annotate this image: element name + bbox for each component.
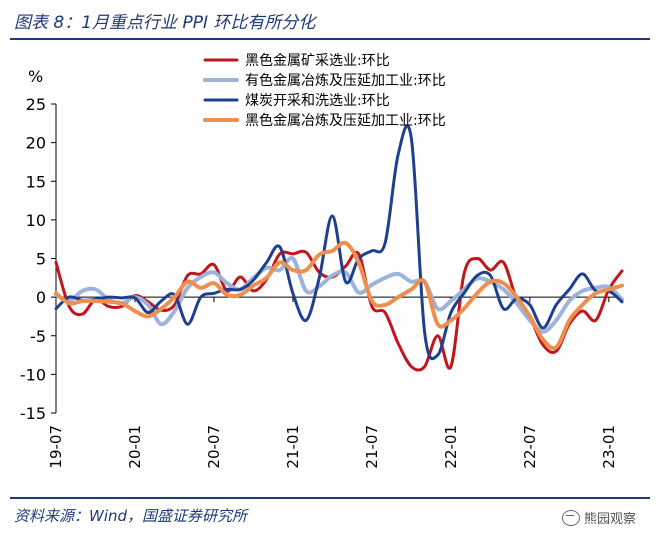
series-line-2 bbox=[54, 255, 624, 334]
x-tick-label: 21-01 bbox=[284, 425, 302, 469]
chart-title: 图表 8：1月重点行业 PPI 环比有所分化 bbox=[14, 13, 316, 33]
y-tick-label: 0 bbox=[36, 288, 46, 307]
y-tick-label: 10 bbox=[26, 211, 46, 230]
series-line-1 bbox=[54, 249, 624, 372]
watermark: 熊园观察 bbox=[561, 508, 636, 527]
legend-label-2: 有色金属冶炼及压延加工业:环比 bbox=[245, 72, 446, 89]
x-tick-label: 20-07 bbox=[205, 425, 223, 469]
series-line-4 bbox=[54, 240, 624, 351]
wechat-icon bbox=[561, 509, 580, 526]
legend-label-4: 黑色金属冶炼及压延加工业:环比 bbox=[245, 112, 446, 129]
series-lines bbox=[54, 124, 624, 372]
y-axis-unit-label: % bbox=[28, 67, 43, 86]
legend-label-1: 黑色金属矿采选业:环比 bbox=[245, 52, 390, 69]
x-tick-label: 20-01 bbox=[126, 425, 144, 469]
y-tick-label: -5 bbox=[30, 327, 46, 346]
x-tick-label: 21-07 bbox=[363, 425, 381, 469]
legend-label-3: 煤炭开采和洗选业:环比 bbox=[245, 93, 390, 109]
x-tick-label: 22-01 bbox=[442, 425, 460, 469]
y-tick-label: 15 bbox=[26, 172, 46, 191]
legend: 黑色金属矿采选业:环比有色金属冶炼及压延加工业:环比煤炭开采和洗选业:环比黑色金… bbox=[203, 52, 446, 129]
series-line-3 bbox=[54, 124, 624, 361]
x-tick-label: 19-07 bbox=[47, 425, 65, 469]
y-tick-label: 25 bbox=[26, 95, 46, 114]
y-tick-label: -10 bbox=[20, 365, 46, 384]
title-rule bbox=[10, 38, 650, 40]
source-note: 资料来源：Wind，国盛证券研究所 bbox=[14, 507, 248, 525]
y-tick-label: 20 bbox=[26, 134, 46, 153]
x-tick-label: 23-01 bbox=[600, 425, 618, 469]
footer-rule bbox=[10, 497, 650, 499]
x-tick-label: 22-07 bbox=[521, 425, 539, 469]
watermark-text: 熊园观察 bbox=[583, 512, 636, 527]
y-tick-label: 5 bbox=[36, 250, 46, 269]
y-tick-label: -15 bbox=[20, 404, 46, 423]
